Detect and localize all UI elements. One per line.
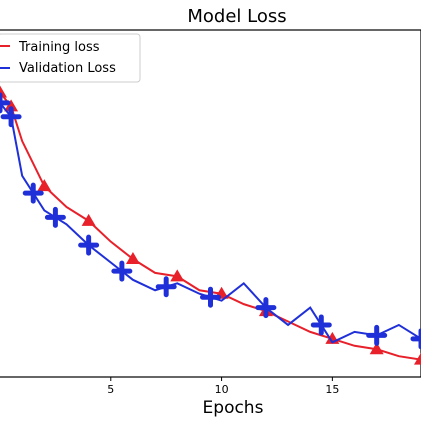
x-axis-label: Epochs <box>203 398 264 418</box>
validation-marker <box>0 106 22 128</box>
series-layer <box>0 85 421 365</box>
training-marker <box>414 352 421 365</box>
training-marker <box>37 179 52 192</box>
validation-marker <box>310 314 332 336</box>
x-tick-label: 5 <box>107 383 114 396</box>
plot-frame <box>0 29 421 378</box>
legend-box <box>0 33 141 83</box>
validation-marker <box>44 206 66 228</box>
validation-marker <box>155 276 177 298</box>
chart-title: Model Loss <box>187 6 286 27</box>
validation-marker <box>410 328 421 350</box>
training-marker <box>170 269 185 282</box>
x-tick-label: 10 <box>215 383 229 396</box>
x-tick-label: 15 <box>325 383 339 396</box>
legend: Training loss Validation Loss <box>0 33 141 83</box>
validation-marker <box>366 324 388 346</box>
training-marker <box>369 342 384 355</box>
training-marker <box>125 252 140 265</box>
validation-marker <box>111 260 133 282</box>
validation-marker <box>0 92 11 114</box>
validation-marker <box>78 234 100 256</box>
training-marker <box>81 213 96 226</box>
validation-marker <box>255 297 277 319</box>
x-ticks: 5 10 15 <box>107 377 339 396</box>
legend-label-validation: Validation Loss <box>19 61 116 76</box>
training-loss-line <box>0 91 421 361</box>
validation-marker <box>22 182 44 204</box>
training-marker <box>4 99 19 112</box>
legend-label-training: Training loss <box>18 40 100 55</box>
validation-marker <box>200 286 221 308</box>
